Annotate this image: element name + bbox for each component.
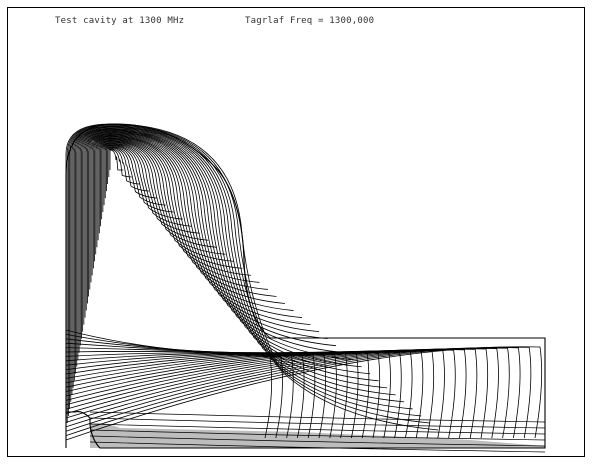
cell-contour [103, 146, 166, 206]
plot-title: Test cavity at 1300 MHz [55, 16, 185, 26]
cell-contour [67, 125, 422, 417]
pipe-contour [65, 348, 489, 439]
axis-field-line [89, 435, 546, 447]
pipe-contour [65, 346, 532, 439]
cell-contour [87, 136, 285, 304]
cell-contour [85, 135, 294, 311]
pipe-contour [65, 347, 510, 439]
axis-field-line [89, 417, 546, 429]
plot-frame [7, 7, 585, 457]
cell-contour [107, 148, 141, 185]
cell-contour [98, 143, 200, 234]
cell-contour [69, 125, 413, 410]
field-contours [65, 123, 546, 453]
cell-contour [109, 149, 124, 171]
cell-contour [100, 143, 192, 227]
axis-field-line [89, 429, 546, 441]
cell-contour [90, 138, 260, 283]
cell-contour [83, 134, 311, 325]
cell-contour [94, 140, 234, 262]
cell-contour [96, 141, 217, 248]
cell-contour [91, 139, 251, 276]
axis-field-line [89, 411, 546, 423]
axis-field-line [89, 423, 546, 435]
cell-contour [70, 126, 405, 403]
pipe-contour [65, 347, 499, 439]
cell-contour [88, 136, 277, 297]
cell-contour [95, 141, 226, 255]
pipe-contour [65, 334, 283, 439]
frequency-label: Tagrlaf Freq = 1300,000 [245, 16, 375, 26]
cell-contour [78, 131, 345, 354]
cell-contour [92, 139, 243, 269]
cell-contour [101, 144, 183, 220]
cell-contour [84, 134, 303, 318]
cell-contour [79, 132, 337, 347]
cell-contour [102, 145, 175, 213]
cell-contour [75, 129, 371, 375]
cell-contour [108, 148, 132, 178]
cell-contour [82, 133, 320, 333]
cell-contour [81, 132, 328, 340]
pipe-contour [65, 348, 478, 439]
cell-contour [76, 129, 362, 368]
cell-contour [72, 127, 388, 389]
cell-contour [106, 147, 149, 192]
cell-contour [97, 142, 209, 241]
cell-contour [77, 130, 354, 361]
pipe-contour [65, 347, 521, 439]
cell-contour [104, 146, 158, 199]
cavity-wall [65, 123, 546, 449]
cavity-outline [65, 123, 546, 449]
pipe-contour [65, 346, 543, 441]
cell-contour [89, 137, 268, 290]
